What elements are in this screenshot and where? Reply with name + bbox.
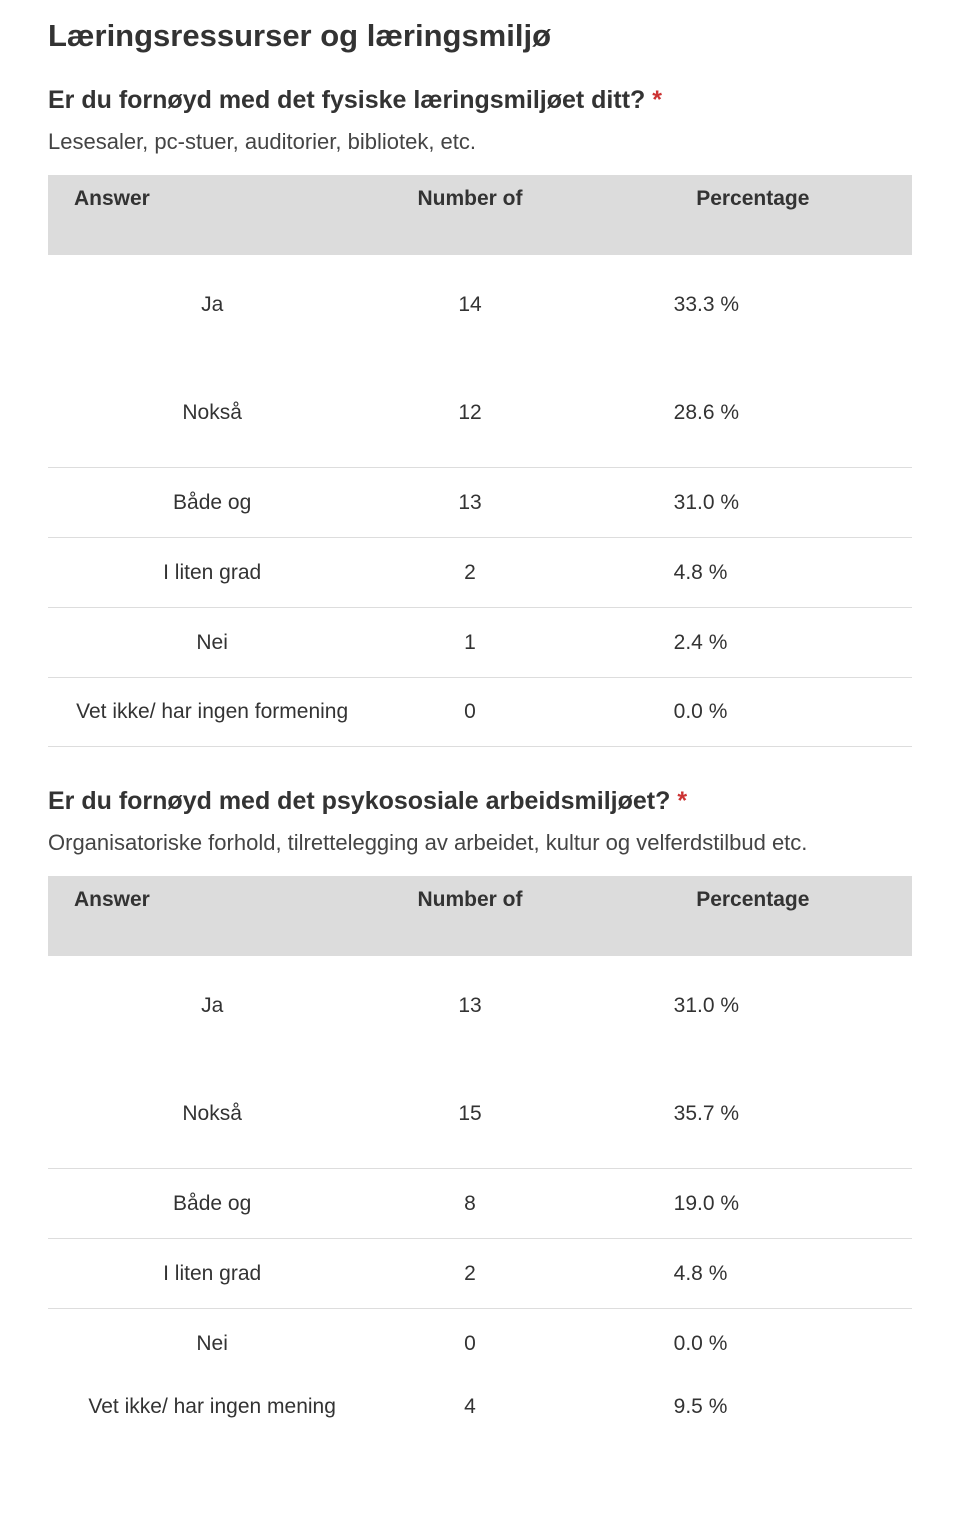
cell-number: 13 bbox=[376, 994, 583, 1018]
cell-number: 2 bbox=[376, 561, 583, 585]
table-row: Ja 14 33.3 % bbox=[48, 255, 912, 355]
cell-percent: 4.8 % bbox=[584, 1262, 912, 1286]
cell-answer: Vet ikke/ har ingen mening bbox=[48, 1395, 376, 1419]
table-row: Ja 13 31.0 % bbox=[48, 956, 912, 1056]
cell-answer: Vet ikke/ har ingen formening bbox=[48, 700, 376, 724]
cell-percent: 31.0 % bbox=[584, 994, 912, 1018]
cell-percent: 0.0 % bbox=[584, 1332, 912, 1356]
table-header: Answer Number of Percentage bbox=[48, 876, 912, 956]
cell-number: 15 bbox=[376, 1102, 583, 1126]
cell-number: 8 bbox=[376, 1192, 583, 1216]
question-section-2: Er du fornøyd med det psykososiale arbei… bbox=[48, 787, 912, 1434]
table-row: Vet ikke/ har ingen mening 4 9.5 % bbox=[48, 1378, 912, 1434]
cell-answer: Nokså bbox=[48, 1102, 376, 1126]
question-heading: Er du fornøyd med det psykososiale arbei… bbox=[48, 787, 912, 816]
header-number: Number of bbox=[376, 888, 583, 912]
cell-number: 14 bbox=[376, 293, 583, 317]
question-text: Er du fornøyd med det fysiske læringsmil… bbox=[48, 86, 645, 114]
table-row: Nei 1 2.4 % bbox=[48, 607, 912, 677]
table-row: Både og 13 31.0 % bbox=[48, 467, 912, 537]
table-row: Nokså 12 28.6 % bbox=[48, 363, 912, 463]
cell-answer: Nei bbox=[48, 1332, 376, 1356]
table-row: I liten grad 2 4.8 % bbox=[48, 1238, 912, 1308]
header-percent: Percentage bbox=[584, 187, 912, 211]
cell-answer: Ja bbox=[48, 293, 376, 317]
cell-number: 12 bbox=[376, 401, 583, 425]
table-row: Både og 8 19.0 % bbox=[48, 1168, 912, 1238]
cell-answer: I liten grad bbox=[48, 561, 376, 585]
cell-percent: 28.6 % bbox=[584, 401, 912, 425]
question-subtitle: Organisatoriske forhold, tilrettelegging… bbox=[48, 830, 912, 856]
header-number: Number of bbox=[376, 187, 583, 211]
header-answer: Answer bbox=[48, 888, 376, 912]
cell-number: 0 bbox=[376, 1332, 583, 1356]
table-row: Vet ikke/ har ingen formening 0 0.0 % bbox=[48, 677, 912, 747]
cell-percent: 33.3 % bbox=[584, 293, 912, 317]
question-text: Er du fornøyd med det psykososiale arbei… bbox=[48, 787, 670, 815]
cell-percent: 19.0 % bbox=[584, 1192, 912, 1216]
table-row: I liten grad 2 4.8 % bbox=[48, 537, 912, 607]
cell-number: 1 bbox=[376, 631, 583, 655]
cell-percent: 2.4 % bbox=[584, 631, 912, 655]
cell-percent: 0.0 % bbox=[584, 700, 912, 724]
cell-answer: Nei bbox=[48, 631, 376, 655]
cell-answer: Nokså bbox=[48, 401, 376, 425]
cell-number: 0 bbox=[376, 700, 583, 724]
required-asterisk: * bbox=[677, 787, 687, 815]
question-heading: Er du fornøyd med det fysiske læringsmil… bbox=[48, 86, 912, 115]
table-row: Nei 0 0.0 % bbox=[48, 1308, 912, 1378]
cell-number: 2 bbox=[376, 1262, 583, 1286]
cell-answer: I liten grad bbox=[48, 1262, 376, 1286]
table-row: Nokså 15 35.7 % bbox=[48, 1064, 912, 1164]
header-answer: Answer bbox=[48, 187, 376, 211]
header-percent: Percentage bbox=[584, 888, 912, 912]
cell-number: 4 bbox=[376, 1395, 583, 1419]
cell-percent: 31.0 % bbox=[584, 491, 912, 515]
page-title: Læringsressurser og læringsmiljø bbox=[48, 18, 912, 54]
cell-answer: Ja bbox=[48, 994, 376, 1018]
table-header: Answer Number of Percentage bbox=[48, 175, 912, 255]
cell-answer: Både og bbox=[48, 491, 376, 515]
cell-percent: 9.5 % bbox=[584, 1395, 912, 1419]
question-section-1: Er du fornøyd med det fysiske læringsmil… bbox=[48, 86, 912, 747]
question-subtitle: Lesesaler, pc-stuer, auditorier, bibliot… bbox=[48, 129, 912, 155]
required-asterisk: * bbox=[652, 86, 662, 114]
cell-number: 13 bbox=[376, 491, 583, 515]
cell-answer: Både og bbox=[48, 1192, 376, 1216]
cell-percent: 35.7 % bbox=[584, 1102, 912, 1126]
cell-percent: 4.8 % bbox=[584, 561, 912, 585]
